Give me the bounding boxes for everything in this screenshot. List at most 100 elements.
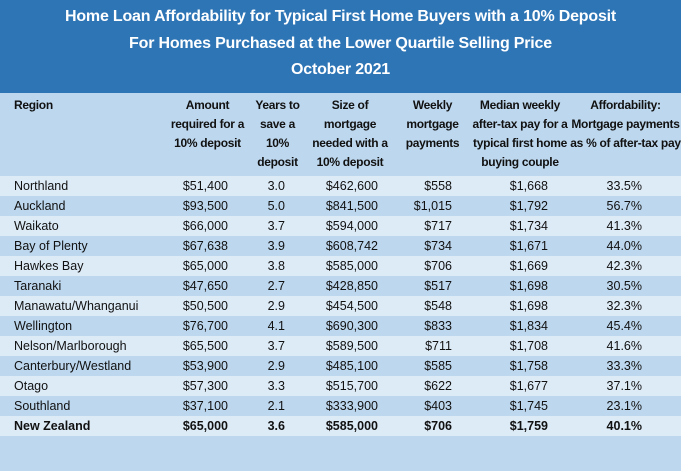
cell-affordability: 37.1% [570,376,681,396]
cell-years-to-save: 2.9 [250,356,305,376]
cell-weekly-payments: $833 [395,316,470,336]
cell-deposit-amount: $47,650 [165,276,250,296]
table-row: Hawkes Bay $65,000 3.8 $585,000 $706 $1,669 42… [0,256,681,276]
cell-affordability: 33.5% [570,176,681,196]
cell-affordability: 45.4% [570,316,681,336]
cell-deposit-amount: $51,400 [165,176,250,196]
cell-median-pay: $1,668 [470,176,570,196]
cell-mortgage-size: $841,500 [305,196,395,216]
cell-affordability: 30.5% [570,276,681,296]
cell-weekly-payments: $548 [395,296,470,316]
cell-mortgage-size: $462,600 [305,176,395,196]
cell-years-to-save: 3.7 [250,336,305,356]
cell-weekly-payments: $717 [395,216,470,236]
cell-deposit-amount: $65,500 [165,336,250,356]
table-row: Northland $51,400 3.0 $462,600 $558 $1,668 33.… [0,176,681,196]
cell-mortgage-size: $428,850 [305,276,395,296]
cell-affordability: 40.1% [570,416,681,436]
table-row: Nelson/Marlborough $65,500 3.7 $589,500 $711… [0,336,681,356]
cell-weekly-payments: $403 [395,396,470,416]
cell-median-pay: $1,834 [470,316,570,336]
cell-median-pay: $1,708 [470,336,570,356]
cell-affordability: 23.1% [570,396,681,416]
cell-mortgage-size: $485,100 [305,356,395,376]
cell-region: Southland [0,396,165,416]
cell-deposit-amount: $65,000 [165,416,250,436]
cell-affordability: 44.0% [570,236,681,256]
cell-years-to-save: 2.1 [250,396,305,416]
cell-region: Northland [0,176,165,196]
title-line-1: Home Loan Affordability for Typical Firs… [64,8,617,25]
cell-median-pay: $1,677 [470,376,570,396]
cell-median-pay: $1,734 [470,216,570,236]
cell-years-to-save: 3.8 [250,256,305,276]
cell-deposit-amount: $93,500 [165,196,250,216]
cell-affordability: 56.7% [570,196,681,216]
table-row: Canterbury/Westland $53,900 2.9 $485,100 $58… [0,356,681,376]
cell-deposit-amount: $67,638 [165,236,250,256]
cell-weekly-payments: $1,015 [395,196,470,216]
table-row: Taranaki $47,650 2.7 $428,850 $517 $1,698 30.5… [0,276,681,296]
cell-median-pay: $1,698 [470,296,570,316]
cell-deposit-amount: $53,900 [165,356,250,376]
cell-years-to-save: 3.3 [250,376,305,396]
cell-median-pay: $1,698 [470,276,570,296]
cell-mortgage-size: $585,000 [305,416,395,436]
table-row: Bay of Plenty $67,638 3.9 $608,742 $734 $1,67… [0,236,681,256]
cell-mortgage-size: $585,000 [305,256,395,276]
cell-region: Hawkes Bay [0,256,165,276]
cell-region: Manawatu/Whanganui [0,296,165,316]
cell-affordability: 41.3% [570,216,681,236]
header-weekly-payments: Weekly mortgage payments [395,93,470,176]
cell-years-to-save: 3.0 [250,176,305,196]
cell-mortgage-size: $589,500 [305,336,395,356]
cell-region: Canterbury/Westland [0,356,165,376]
cell-region: Wellington [0,316,165,336]
cell-deposit-amount: $66,000 [165,216,250,236]
table-row: Southland $37,100 2.1 $333,900 $403 $1,745 23.… [0,396,681,416]
cell-years-to-save: 3.9 [250,236,305,256]
cell-median-pay: $1,758 [470,356,570,376]
cell-years-to-save: 2.9 [250,296,305,316]
title-line-3: October 2021 [291,61,390,78]
cell-deposit-amount: $37,100 [165,396,250,416]
cell-years-to-save: 4.1 [250,316,305,336]
cell-mortgage-size: $454,500 [305,296,395,316]
title-line-2: For Homes Purchased at the Lower Quartil… [129,34,552,52]
cell-mortgage-size: $515,700 [305,376,395,396]
cell-region: Waikato [0,216,165,236]
cell-region: Taranaki [0,276,165,296]
cell-mortgage-size: $608,742 [305,236,395,256]
table-title: Home Loan Affordability for Typical Firs… [0,0,681,93]
cell-affordability: 42.3% [570,256,681,276]
cell-mortgage-size: $333,900 [305,396,395,416]
cell-deposit-amount: $65,000 [165,256,250,276]
affordability-table: Region Amount required for a 10% deposit… [0,93,681,436]
cell-mortgage-size: $594,000 [305,216,395,236]
cell-years-to-save: 3.7 [250,216,305,236]
cell-years-to-save: 3.6 [250,416,305,436]
cell-median-pay: $1,671 [470,236,570,256]
cell-weekly-payments: $706 [395,256,470,276]
cell-median-pay: $1,759 [470,416,570,436]
table-row: Waikato $66,000 3.7 $594,000 $717 $1,734 41.3% [0,216,681,236]
cell-median-pay: $1,745 [470,396,570,416]
table-row: Otago $57,300 3.3 $515,700 $622 $1,677 37.1% [0,376,681,396]
cell-years-to-save: 5.0 [250,196,305,216]
cell-weekly-payments: $734 [395,236,470,256]
table-row: Auckland $93,500 5.0 $841,500 $1,015 $1,792 56… [0,196,681,216]
cell-weekly-payments: $558 [395,176,470,196]
cell-affordability: 33.3% [570,356,681,376]
cell-region: Nelson/Marlborough [0,336,165,356]
cell-region: Auckland [0,196,165,216]
cell-weekly-payments: $585 [395,356,470,376]
cell-affordability: 41.6% [570,336,681,356]
cell-weekly-payments: $706 [395,416,470,436]
header-mortgage-size: Size of mortgage needed with a 10% depos… [305,93,395,176]
cell-deposit-amount: $50,500 [165,296,250,316]
header-median-pay: Median weekly after-tax pay for a typica… [470,93,570,176]
cell-median-pay: $1,792 [470,196,570,216]
header-deposit-amount: Amount required for a 10% deposit [165,93,250,176]
header-affordability: Affordability: Mortgage payments as % of… [570,93,681,176]
cell-region: New Zealand [0,416,165,436]
